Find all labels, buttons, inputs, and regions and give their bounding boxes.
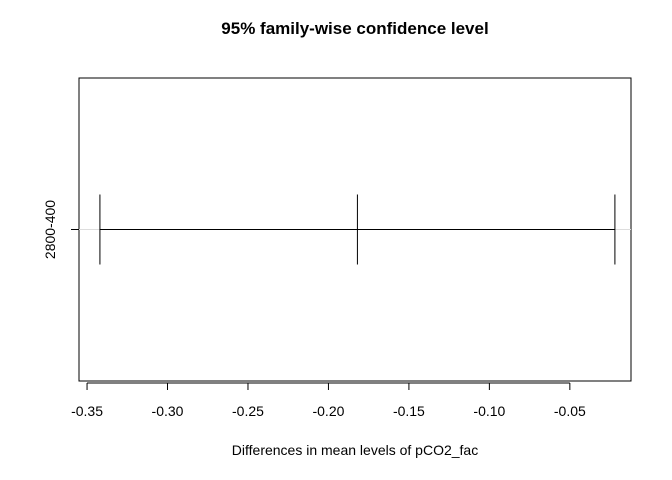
x-tick-label: -0.05 bbox=[554, 403, 586, 419]
x-tick-label: -0.10 bbox=[473, 403, 505, 419]
y-tick-label: 2800-400 bbox=[42, 200, 58, 259]
y-axis: 2800-400 bbox=[42, 200, 79, 259]
x-axis-label: Differences in mean levels of pCO2_fac bbox=[232, 442, 478, 458]
x-tick-label: -0.30 bbox=[152, 403, 184, 419]
x-tick-label: -0.15 bbox=[393, 403, 425, 419]
x-tick-label: -0.25 bbox=[232, 403, 264, 419]
x-axis: -0.35 -0.30 -0.25 -0.20 -0.15 -0.10 -0.05 bbox=[71, 382, 586, 419]
x-tick-label: -0.35 bbox=[71, 403, 103, 419]
x-tick-label: -0.20 bbox=[312, 403, 344, 419]
confidence-intervals bbox=[79, 194, 631, 265]
chart-title: 95% family-wise confidence level bbox=[221, 19, 488, 38]
